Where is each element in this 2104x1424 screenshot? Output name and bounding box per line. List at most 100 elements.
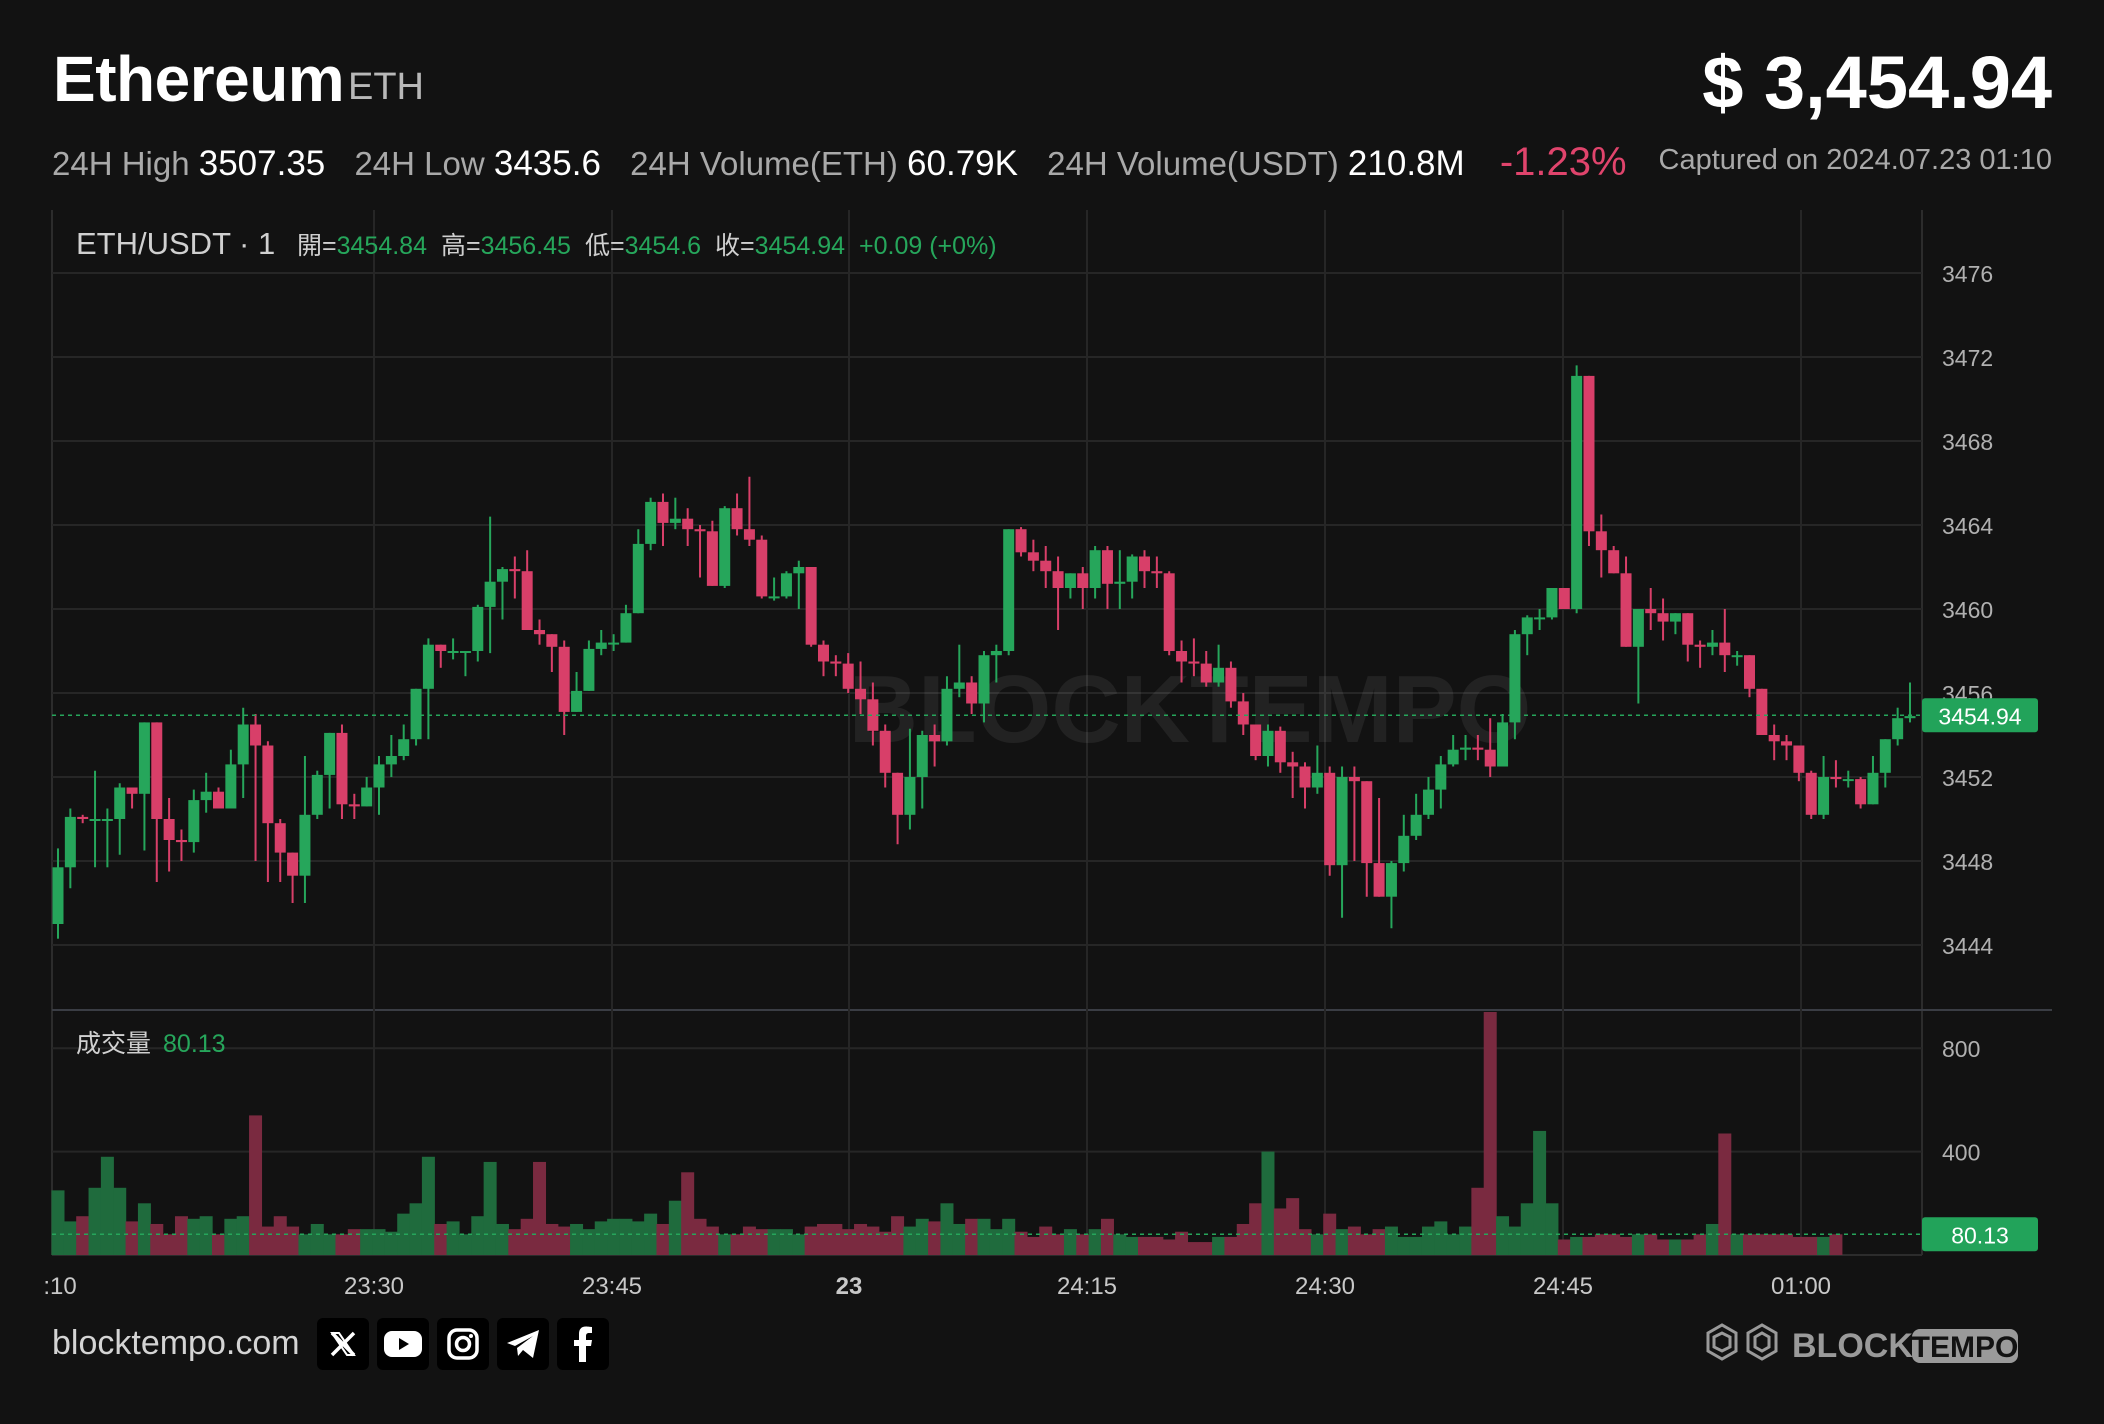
telegram-icon[interactable] — [497, 1318, 549, 1370]
captured-timestamp: Captured on 2024.07.23 01:10 — [1658, 144, 2052, 176]
candle-body — [138, 722, 150, 794]
volume-bar — [335, 1234, 349, 1255]
volume-bar — [372, 1229, 386, 1255]
asset-symbol: ETH — [348, 66, 424, 108]
instagram-icon[interactable] — [437, 1318, 489, 1370]
volume-bar — [1533, 1130, 1547, 1255]
volume-bar — [261, 1226, 275, 1255]
youtube-icon[interactable] — [377, 1318, 429, 1370]
candle-body — [484, 581, 496, 607]
candles — [52, 365, 1916, 939]
price-tick-label: 3452 — [1942, 765, 1993, 791]
candle-body — [472, 606, 484, 651]
candle-body — [1126, 556, 1138, 582]
volume-bar — [816, 1223, 830, 1255]
volume-bar — [940, 1203, 954, 1255]
volume-bar — [755, 1229, 769, 1255]
volume-bar — [952, 1223, 966, 1255]
facebook-icon[interactable] — [557, 1318, 609, 1370]
candle-body — [1497, 722, 1509, 767]
volume-bar — [508, 1229, 522, 1255]
candle-body — [1200, 663, 1212, 683]
site-url[interactable]: blocktempo.com — [52, 1324, 300, 1362]
candle-body — [422, 644, 434, 689]
candle-body — [1657, 613, 1669, 622]
volume-bar — [1483, 1012, 1497, 1255]
candle-body — [1422, 789, 1434, 815]
candle-body — [1521, 617, 1533, 635]
candle-body — [175, 840, 187, 843]
volume-bar — [212, 1234, 226, 1255]
volume-bar — [792, 1234, 806, 1255]
volume-bar — [903, 1226, 917, 1255]
candle-body — [348, 804, 360, 807]
volume-bar — [113, 1187, 127, 1255]
candle-body — [459, 651, 471, 653]
candle-body — [1793, 745, 1805, 773]
volume-bar — [619, 1218, 633, 1255]
candle-body — [299, 814, 311, 876]
candle-body — [225, 764, 237, 809]
volume-bar — [854, 1223, 868, 1255]
high-value: 3507.35 — [198, 144, 326, 183]
candle-body — [1706, 642, 1718, 647]
low-label-legend: 低= — [585, 232, 625, 260]
volume-bar — [1421, 1226, 1435, 1255]
volume-bar — [1508, 1226, 1522, 1255]
volume-bar — [76, 1216, 90, 1255]
volume-bar — [1150, 1236, 1164, 1255]
candle-body — [1781, 741, 1793, 746]
change-legend: +0.09 (+0%) — [859, 232, 997, 260]
candle-body — [978, 655, 990, 704]
candle-body — [435, 644, 447, 651]
volume-bar — [1347, 1226, 1361, 1255]
volume-tick-label: 800 — [1942, 1036, 1980, 1062]
high-label-legend: 高= — [441, 232, 481, 260]
candle-body — [682, 518, 694, 530]
volume-bar — [1360, 1234, 1374, 1255]
volume-bar — [1310, 1234, 1324, 1255]
candle-body — [1472, 747, 1484, 750]
candle-body — [558, 646, 570, 712]
volume-bar — [1273, 1208, 1287, 1255]
change-percent: -1.23% — [1499, 140, 1627, 184]
volume-bar — [1520, 1203, 1534, 1255]
x-icon[interactable] — [317, 1318, 369, 1370]
volume-eth-label: 24H Volume(ETH) — [630, 145, 898, 182]
volume-bar — [1100, 1218, 1114, 1255]
candle-body — [595, 642, 607, 649]
candle-body — [645, 501, 657, 544]
time-tick-label: 23:30 — [344, 1273, 404, 1300]
candle-body — [1336, 777, 1348, 866]
volume-bar — [779, 1229, 793, 1255]
volume-bar — [533, 1161, 547, 1255]
volume-bar — [1755, 1234, 1769, 1255]
volume-bar — [1372, 1229, 1386, 1255]
volume-bar — [718, 1234, 732, 1255]
volume-bar — [841, 1229, 855, 1255]
candle-body — [1089, 550, 1101, 588]
candle-body — [1632, 609, 1644, 647]
candle-body — [534, 630, 546, 635]
volume-bar — [100, 1156, 114, 1255]
candle-body — [1398, 835, 1410, 864]
candle-body — [1385, 863, 1397, 897]
volume-bar — [767, 1229, 781, 1255]
candle-body — [1237, 701, 1249, 725]
volume-bar — [644, 1213, 658, 1255]
close-label-legend: 收= — [715, 232, 755, 260]
candle-body — [101, 819, 113, 821]
candle-body — [608, 642, 620, 645]
volume-bar — [224, 1218, 238, 1255]
svg-text:BLOCK: BLOCK — [1792, 1327, 1913, 1365]
open-value: 3454.84 — [337, 232, 427, 260]
candle-body — [311, 774, 323, 815]
candle-body — [324, 732, 336, 775]
time-tick-label: 01:00 — [1771, 1273, 1831, 1300]
candle-body — [262, 745, 274, 824]
volume-bar — [137, 1203, 151, 1255]
candle-body — [52, 867, 64, 924]
volume-eth-value: 60.79K — [907, 144, 1018, 183]
volume-bar — [1557, 1239, 1571, 1255]
